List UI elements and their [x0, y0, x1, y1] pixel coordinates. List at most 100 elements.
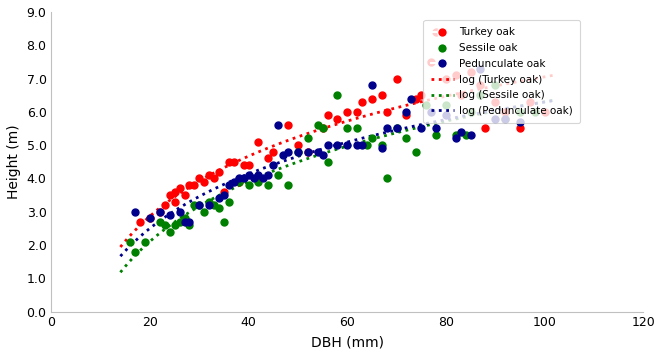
Point [530, 109, 540, 115]
Point [234, 179, 244, 185]
Point [342, 142, 353, 148]
Point [322, 112, 333, 118]
Point [303, 149, 313, 155]
Point [263, 182, 273, 188]
Point [475, 66, 486, 72]
Point [244, 162, 254, 168]
Point [164, 212, 175, 218]
Point [145, 215, 156, 221]
Point [199, 209, 210, 215]
Point [514, 109, 525, 115]
Point [332, 116, 343, 121]
Point [322, 142, 333, 148]
Point [169, 199, 180, 205]
Point [490, 99, 500, 105]
Point [441, 112, 451, 118]
Point [283, 122, 293, 128]
Point [450, 136, 461, 141]
Point [253, 139, 263, 145]
Point [228, 159, 239, 164]
Point [421, 102, 432, 108]
Point [524, 99, 535, 105]
Point [312, 122, 323, 128]
Point [268, 162, 279, 168]
Point [342, 126, 353, 131]
Point [475, 92, 486, 98]
Point [189, 182, 200, 188]
Point [450, 132, 461, 138]
X-axis label: DBH (mm): DBH (mm) [310, 335, 384, 349]
Point [244, 182, 254, 188]
Point [411, 96, 422, 101]
Point [391, 126, 402, 131]
Point [154, 219, 165, 225]
Point [411, 149, 422, 155]
Point [514, 119, 525, 125]
Point [253, 179, 263, 185]
Point [426, 109, 436, 115]
Point [367, 96, 377, 101]
Point [125, 239, 136, 245]
Point [500, 116, 510, 121]
Point [357, 99, 367, 105]
Point [322, 159, 333, 164]
Point [248, 176, 259, 181]
Point [460, 132, 471, 138]
Point [401, 109, 412, 115]
Point [352, 142, 362, 148]
Point [273, 172, 283, 178]
Point [214, 169, 224, 175]
Point [367, 136, 377, 141]
Point [450, 72, 461, 78]
Y-axis label: Height (m): Height (m) [7, 125, 21, 199]
Point [490, 82, 500, 88]
Point [238, 176, 249, 181]
Point [164, 192, 175, 198]
Point [194, 202, 205, 208]
Point [258, 176, 269, 181]
Point [401, 112, 412, 118]
Point [244, 172, 254, 178]
Point [352, 126, 362, 131]
Point [490, 116, 500, 121]
Point [204, 202, 214, 208]
Point [465, 132, 476, 138]
Point [263, 156, 273, 161]
Point [441, 102, 451, 108]
Point [391, 76, 402, 82]
Point [204, 199, 214, 205]
Point [194, 176, 205, 181]
Point [283, 149, 293, 155]
Point [169, 222, 180, 228]
Point [431, 126, 442, 131]
Point [317, 152, 328, 158]
Point [218, 192, 229, 198]
Point [184, 219, 195, 225]
Point [455, 129, 466, 135]
Point [377, 92, 387, 98]
Point [234, 176, 244, 181]
Point [224, 182, 234, 188]
Point [317, 126, 328, 131]
Point [218, 219, 229, 225]
Point [140, 239, 150, 245]
Point [174, 219, 185, 225]
Point [214, 205, 224, 211]
Point [426, 59, 436, 65]
Point [224, 199, 234, 205]
Point [184, 222, 195, 228]
Point [174, 209, 185, 215]
Point [130, 209, 140, 215]
Point [317, 126, 328, 131]
Point [253, 172, 263, 178]
Point [278, 152, 289, 158]
Point [416, 92, 426, 98]
Point [184, 182, 195, 188]
Point [312, 149, 323, 155]
Point [431, 132, 442, 138]
Point [179, 192, 190, 198]
Point [224, 159, 234, 164]
Point [199, 179, 210, 185]
Point [352, 109, 362, 115]
Point [441, 76, 451, 82]
